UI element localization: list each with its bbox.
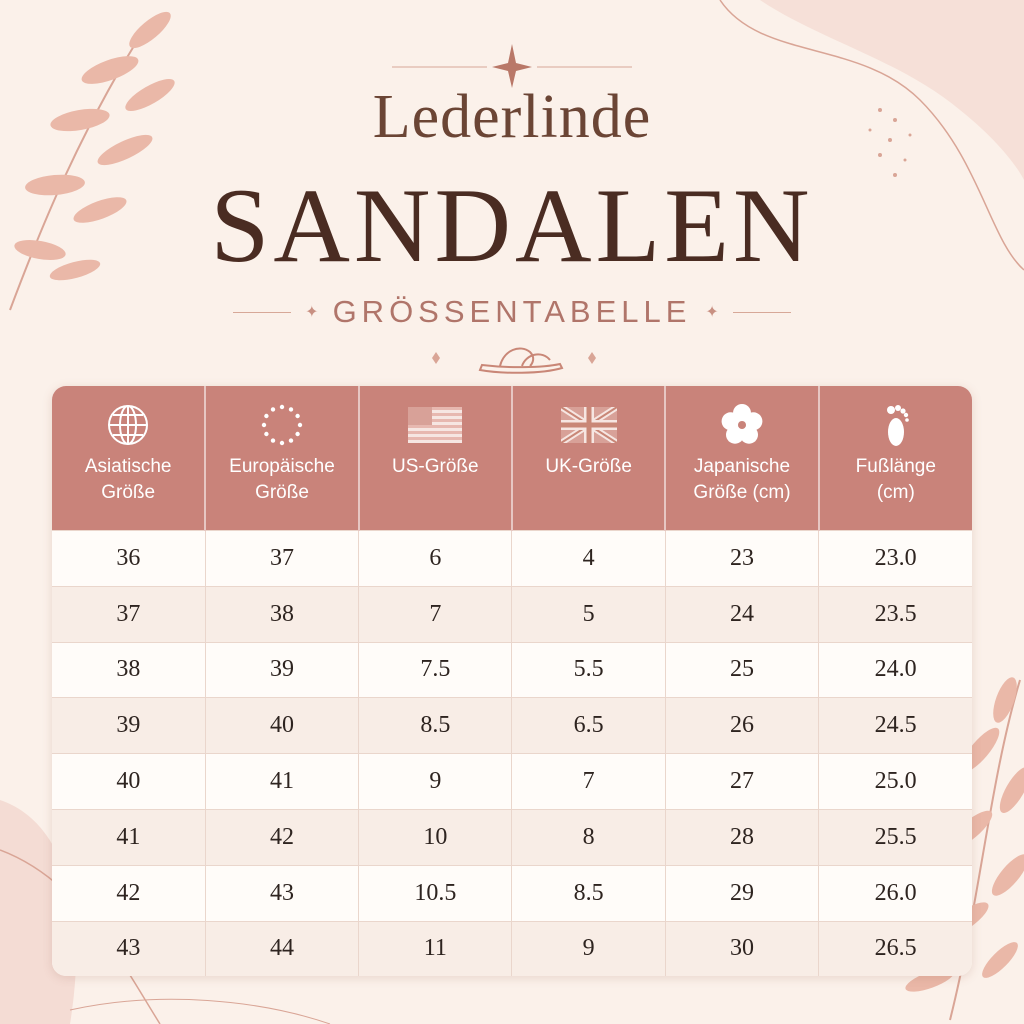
header-line-2: Größe bbox=[255, 482, 309, 503]
table-cell: 5.5 bbox=[511, 641, 666, 698]
table-cell: 26.0 bbox=[818, 864, 972, 922]
table-cell: 23 bbox=[665, 530, 820, 587]
header-line-1: US-Größe bbox=[392, 456, 479, 477]
table-cell: 37 bbox=[205, 530, 360, 587]
table-cell: 36 bbox=[52, 530, 206, 587]
column-header-uk: UK-Größe bbox=[511, 386, 667, 531]
divider bbox=[732, 311, 791, 313]
table-cell: 10.5 bbox=[358, 864, 513, 922]
table-cell: 7 bbox=[511, 753, 666, 810]
star-ornament-icon bbox=[392, 44, 632, 88]
sparkle-icon: ✦ bbox=[305, 304, 319, 321]
table-cell: 7 bbox=[358, 585, 513, 643]
table-cell: 25.5 bbox=[818, 808, 972, 866]
table-cell: 8.5 bbox=[358, 697, 513, 754]
table-cell: 8 bbox=[511, 808, 666, 866]
table-cell: 39 bbox=[205, 641, 360, 698]
table-cell: 9 bbox=[358, 753, 513, 810]
table-cell: 7.5 bbox=[358, 641, 513, 698]
table-row: 36 37 6 4 23 23.0 bbox=[52, 530, 972, 587]
table-body: 36 37 6 4 23 23.0 37 38 7 5 24 23.5 38 39 7.5 5.5 25 24… bbox=[52, 530, 972, 976]
divider bbox=[233, 311, 292, 313]
column-header-us: US-Größe bbox=[358, 386, 513, 531]
leaf-branch-top-left-icon bbox=[9, 11, 175, 311]
header-line-2: (cm) bbox=[876, 482, 915, 503]
table-cell: 30 bbox=[665, 920, 820, 976]
table-cell: 23.5 bbox=[818, 585, 972, 643]
column-header-foot-length: Fußlänge (cm) bbox=[818, 386, 972, 531]
footprint-icon bbox=[886, 405, 909, 446]
table-cell: 26.5 bbox=[818, 920, 972, 976]
size-table-card: Asiatische Größe Europäische Größe US-Gr… bbox=[52, 386, 972, 976]
table-row: 37 38 7 5 24 23.5 bbox=[52, 585, 972, 643]
table-cell: 25 bbox=[665, 641, 820, 698]
table-cell: 10 bbox=[358, 808, 513, 866]
table-cell: 5 bbox=[511, 585, 666, 643]
header-line-1: Japanische bbox=[693, 456, 791, 477]
table-cell: 42 bbox=[52, 864, 206, 922]
table-cell: 38 bbox=[205, 585, 360, 643]
size-table: Asiatische Größe Europäische Größe US-Gr… bbox=[52, 386, 972, 976]
sparkle-icon: ✦ bbox=[705, 304, 719, 321]
header-line-1: Europäische bbox=[229, 456, 335, 477]
table-cell: 26 bbox=[665, 697, 820, 754]
table-cell: 23.0 bbox=[818, 530, 972, 587]
table-row: 42 43 10.5 8.5 29 26.0 bbox=[52, 864, 972, 922]
table-cell: 43 bbox=[52, 920, 206, 976]
sandal-ornament-icon bbox=[432, 347, 596, 374]
table-row: 43 44 11 9 30 26.5 bbox=[52, 920, 972, 976]
table-cell: 41 bbox=[52, 808, 206, 866]
table-cell: 29 bbox=[665, 864, 820, 922]
table-cell: 39 bbox=[52, 697, 206, 754]
table-cell: 25.0 bbox=[818, 753, 972, 810]
table-cell: 28 bbox=[665, 808, 820, 866]
table-row: 40 41 9 7 27 25.0 bbox=[52, 753, 972, 810]
header-line-2: Größe bbox=[101, 482, 156, 503]
table-cell: 4 bbox=[511, 530, 666, 587]
table-cell: 44 bbox=[205, 920, 360, 976]
table-cell: 37 bbox=[52, 585, 206, 643]
table-cell: 24.0 bbox=[818, 641, 972, 698]
subtitle-row: ✦ GRÖSSENTABELLE ✦ bbox=[0, 294, 1024, 330]
table-row: 39 40 8.5 6.5 26 24.5 bbox=[52, 697, 972, 754]
eu-stars-icon bbox=[261, 404, 303, 446]
table-cell: 11 bbox=[358, 920, 513, 976]
column-header-japanese: Japanische Größe (cm) bbox=[665, 386, 820, 531]
brand-name: Lederlinde bbox=[372, 83, 652, 151]
header-line-2: Größe (cm) bbox=[693, 482, 791, 503]
table-row: 38 39 7.5 5.5 25 24.0 bbox=[52, 641, 972, 698]
table-cell: 27 bbox=[665, 753, 820, 810]
table-cell: 42 bbox=[205, 808, 360, 866]
table-cell: 6.5 bbox=[511, 697, 666, 754]
uk-flag-icon bbox=[560, 407, 617, 443]
table-row: 41 42 10 8 28 25.5 bbox=[52, 808, 972, 866]
table-cell: 24.5 bbox=[818, 697, 972, 754]
header-line-1: Asiatische bbox=[84, 456, 172, 477]
column-header-asian: Asiatische Größe bbox=[52, 386, 207, 531]
page-title: SANDALEN bbox=[210, 167, 814, 284]
table-header-row: Asiatische Größe Europäische Größe US-Gr… bbox=[52, 386, 972, 531]
cherry-blossom-icon bbox=[721, 404, 763, 444]
table-cell: 6 bbox=[358, 530, 513, 587]
sparkle-dots-icon bbox=[868, 108, 912, 177]
table-cell: 9 bbox=[511, 920, 666, 976]
page-subtitle: GRÖSSENTABELLE bbox=[332, 294, 692, 329]
table-cell: 24 bbox=[665, 585, 820, 643]
header-line-1: UK-Größe bbox=[545, 456, 632, 477]
header-line-1: Fußlänge bbox=[855, 456, 936, 477]
table-cell: 43 bbox=[205, 864, 360, 922]
globe-icon bbox=[108, 405, 149, 445]
us-flag-icon bbox=[408, 407, 463, 443]
table-cell: 40 bbox=[52, 753, 206, 810]
table-cell: 41 bbox=[205, 753, 360, 810]
column-header-european: Europäische Größe bbox=[205, 386, 360, 531]
table-cell: 40 bbox=[205, 697, 360, 754]
table-cell: 38 bbox=[52, 641, 206, 698]
table-cell: 8.5 bbox=[511, 864, 666, 922]
